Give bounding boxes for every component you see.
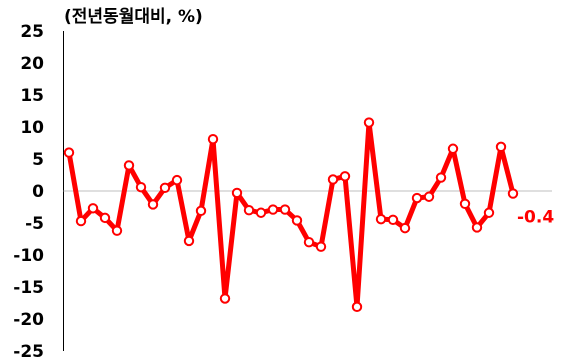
data-point xyxy=(135,181,147,193)
data-point xyxy=(147,199,159,210)
data-point xyxy=(363,117,375,128)
data-point xyxy=(411,192,423,204)
y-tick-label: 15 xyxy=(20,86,44,106)
y-tick-label: -5 xyxy=(25,214,44,234)
data-point xyxy=(87,203,99,214)
data-point xyxy=(183,235,195,247)
y-tick-label: 25 xyxy=(20,22,44,42)
data-point xyxy=(435,172,447,183)
data-point xyxy=(123,160,135,171)
data-point xyxy=(471,222,483,233)
y-tick-label: -20 xyxy=(13,310,44,330)
y-tick-labels: 25 20 15 10 5 0 -5 -10 -15 -20 -25 xyxy=(13,22,44,360)
data-point xyxy=(195,205,207,217)
y-tick-label: 0 xyxy=(32,182,44,202)
data-point xyxy=(111,225,123,236)
data-point xyxy=(507,188,519,199)
data-point xyxy=(219,293,231,304)
y-tick-label: -10 xyxy=(13,246,44,266)
y-tick-label: 10 xyxy=(20,118,44,138)
data-point xyxy=(267,204,279,215)
data-point xyxy=(207,133,219,145)
data-point xyxy=(423,191,435,202)
data-point xyxy=(243,205,255,216)
y-tick-label: -25 xyxy=(13,342,44,360)
data-point xyxy=(327,174,339,185)
data-point xyxy=(483,207,495,218)
unit-label: (전년동월대비, %) xyxy=(64,7,203,27)
data-point xyxy=(387,214,399,226)
data-point xyxy=(279,204,291,215)
data-point xyxy=(399,222,411,234)
data-point xyxy=(75,215,87,227)
series-line xyxy=(66,120,516,310)
data-point xyxy=(255,207,267,218)
data-point xyxy=(375,213,387,225)
data-point xyxy=(315,241,327,252)
data-point xyxy=(63,147,75,158)
data-point xyxy=(351,301,363,313)
data-point xyxy=(459,198,471,210)
data-point xyxy=(447,143,459,154)
y-tick-label: -15 xyxy=(13,278,44,298)
data-point xyxy=(99,212,111,224)
data-point xyxy=(303,237,315,248)
data-point xyxy=(231,187,243,199)
data-point xyxy=(291,215,303,226)
data-point xyxy=(171,174,183,186)
data-point xyxy=(159,182,171,194)
series-group xyxy=(63,117,519,313)
data-point xyxy=(495,141,507,153)
y-tick-label: 5 xyxy=(32,150,44,170)
data-point xyxy=(339,171,351,182)
last-value-label: -0.4 xyxy=(517,208,554,228)
y-tick-label: 20 xyxy=(20,54,44,74)
